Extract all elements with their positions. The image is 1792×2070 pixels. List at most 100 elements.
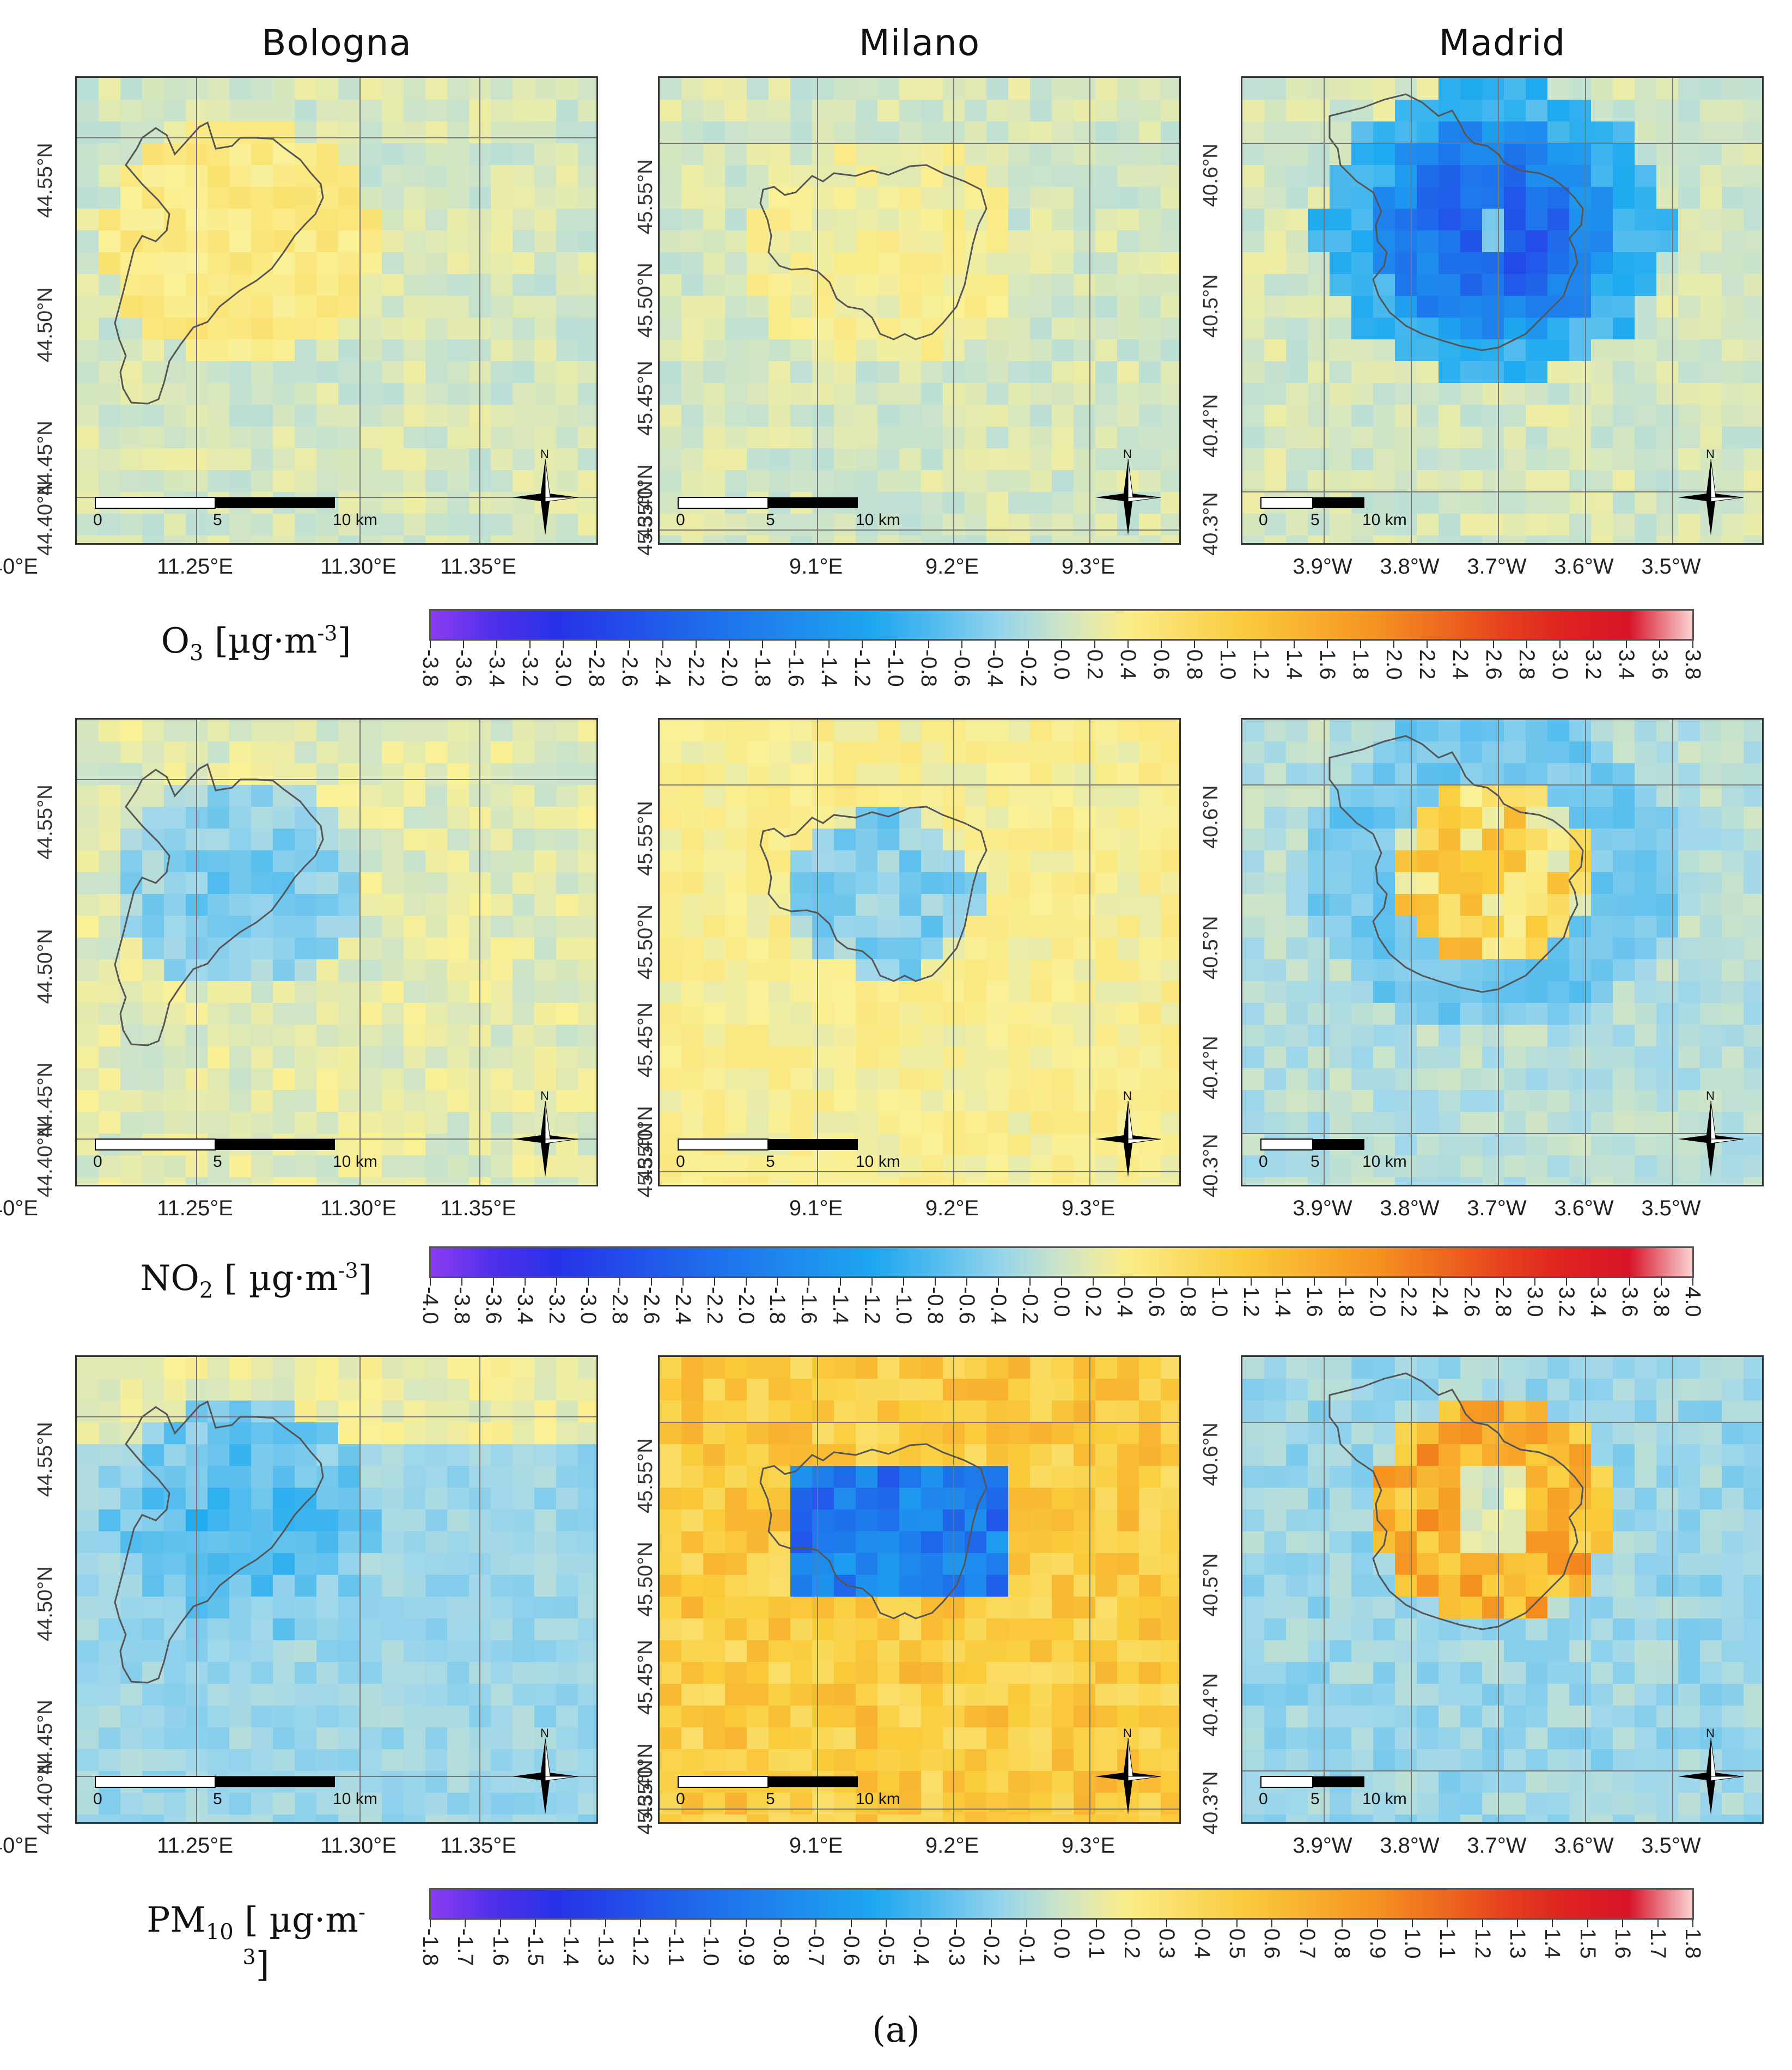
colorbar-tick-mark xyxy=(650,1278,652,1286)
colorbar-tick-label: 0.0 xyxy=(1050,1287,1074,1317)
north-label: N xyxy=(1706,447,1715,461)
colorbar-tick-label: -1.2 xyxy=(860,1287,885,1324)
x-tick-label: 9.3°E xyxy=(1061,555,1116,579)
colorbar-tick-label: 0.1 xyxy=(1084,1928,1109,1959)
colorbar-tick-mark xyxy=(1657,1920,1659,1927)
colorbar-tick-mark xyxy=(928,641,929,648)
colorbar-tick-label: -0.6 xyxy=(839,1928,863,1966)
y-tick-label: 40.4°N xyxy=(1199,394,1222,458)
colorbar-tick-label: -2.8 xyxy=(607,1287,632,1324)
x-tick-label: 11.40°E xyxy=(0,1834,38,1858)
colorbar-tick-label: 2.2 xyxy=(1415,649,1439,680)
unit-text: [ µg·m xyxy=(233,1900,358,1940)
x-tick-label: 11.25°E xyxy=(157,1196,233,1220)
colorbar-tick-label: -0.6 xyxy=(950,649,974,687)
colorbar-tick-mark xyxy=(710,1920,712,1927)
north-arrow-icon xyxy=(1095,1738,1161,1815)
colorbar-tick-mark xyxy=(1127,641,1129,648)
map-panel-bologna-row3: 0 5 10 km N xyxy=(75,1355,598,1824)
x-tick-label: 11.30°E xyxy=(320,1834,397,1858)
scale-bar xyxy=(678,1138,858,1150)
map-panel-milano-row2: 0 5 10 km N xyxy=(658,718,1181,1186)
scale-bar xyxy=(678,497,858,509)
scale-bar xyxy=(95,1776,335,1788)
colorbar-tick-mark xyxy=(1587,1920,1588,1927)
colorbar-tick-mark xyxy=(1408,1278,1410,1286)
colorbar-tick-mark xyxy=(430,1920,431,1927)
colorbar-tick-mark xyxy=(682,1278,684,1286)
x-tick-label: 3.5°W xyxy=(1641,555,1701,579)
x-tick-label: 3.6°W xyxy=(1554,555,1614,579)
y-tick-label: 44.55°N xyxy=(34,143,57,218)
colorbar-tick-label: -2.4 xyxy=(671,1287,695,1324)
y-tick-label: 45.55°N xyxy=(634,1438,657,1513)
x-tick-label: 11.30°E xyxy=(320,555,397,579)
scale-bar xyxy=(95,497,335,509)
colorbar-tick-label: -2.4 xyxy=(651,649,675,687)
colorbar-tick-label: 4.0 xyxy=(1681,1287,1705,1317)
colorbar-tick-label: 0.6 xyxy=(1149,649,1173,680)
colorbar-tick-mark xyxy=(1566,1278,1568,1286)
colorbar-tick-label: -0.8 xyxy=(769,1928,793,1966)
colorbar-tick-mark xyxy=(1250,1278,1252,1286)
y-tick-label: 45.35°N xyxy=(634,1760,657,1835)
colorbar-tick-label: -3.4 xyxy=(485,649,509,687)
city-boundary xyxy=(759,1443,988,1620)
x-tick-label: 3.7°W xyxy=(1467,1196,1527,1220)
y-tick-label: 45.50°N xyxy=(634,263,657,338)
colorbar-tick-mark xyxy=(1345,1278,1346,1286)
colorbar-tick-mark xyxy=(1096,1920,1098,1927)
y-tick-label: 45.50°N xyxy=(634,1542,657,1617)
colorbar-tick-label: -1.4 xyxy=(828,1287,853,1324)
colorbar-tick-mark xyxy=(714,1278,715,1286)
scale-bar-label: 5 xyxy=(213,1790,222,1808)
colorbar-tick-label: 1.4 xyxy=(1270,1287,1295,1317)
y-tick-label: 40.3°N xyxy=(1199,1771,1222,1835)
colorbar-tick-label: 1.8 xyxy=(1349,649,1373,680)
colorbar-tick-mark xyxy=(1411,1920,1413,1927)
city-boundary xyxy=(114,763,324,1046)
x-tick-label: 3.7°W xyxy=(1467,1834,1527,1858)
colorbar-tick-label: 3.2 xyxy=(1555,1287,1579,1317)
colorbar-tick-mark xyxy=(871,1278,873,1286)
y-tick-label: 45.55°N xyxy=(634,801,657,876)
colorbar-tick-mark xyxy=(463,641,464,648)
colorbar-tick-mark xyxy=(587,1278,589,1286)
colorbar-tick-mark xyxy=(1029,1278,1031,1286)
colorbar-tick-mark xyxy=(840,1278,842,1286)
colorbar-tick-mark xyxy=(1131,1920,1132,1927)
x-tick-label: 3.9°W xyxy=(1293,1196,1352,1220)
column-title-madrid: Madrid xyxy=(1439,22,1566,64)
scale-bar-label: 0 xyxy=(676,1153,685,1171)
colorbar-tick-label: 3.0 xyxy=(1548,649,1572,680)
pollutant-name: O xyxy=(161,621,190,661)
colorbar-tick-mark xyxy=(1061,1278,1062,1286)
colorbar-tick-label: -2.8 xyxy=(584,649,608,687)
pollutant-name: PM xyxy=(147,1900,206,1940)
x-tick-label: 9.3°E xyxy=(1061,1834,1116,1858)
map-panel-bologna-row1: 0 5 10 km N xyxy=(75,76,598,545)
colorbar-tick-label: -0.6 xyxy=(955,1287,979,1324)
colorbar-tick-label: 3.4 xyxy=(1586,1287,1611,1317)
colorbar-3 xyxy=(429,1888,1694,1920)
x-tick-label: 11.35°E xyxy=(440,555,516,579)
colorbar-tick-label: 1.3 xyxy=(1505,1928,1530,1959)
colorbar-tick-mark xyxy=(465,1920,466,1927)
colorbar-tick-label: 1.4 xyxy=(1282,649,1306,680)
colorbar-tick-mark xyxy=(955,1920,957,1927)
colorbar-tick-mark xyxy=(808,1278,810,1286)
colorbar-tick-mark xyxy=(1482,1920,1483,1927)
colorbar-tick-mark xyxy=(1661,1278,1662,1286)
scale-bar-label: 5 xyxy=(1311,511,1320,529)
colorbar-tick-mark xyxy=(1094,641,1095,648)
colorbar-tick-label: -3.0 xyxy=(576,1287,600,1324)
colorbar-tick-label: 3.8 xyxy=(1649,1287,1674,1317)
map-raster xyxy=(77,720,596,1185)
colorbar-tick-label: -3.8 xyxy=(418,649,442,687)
colorbar-tick-label: -1.4 xyxy=(558,1928,583,1966)
colorbar-tick-mark xyxy=(1327,641,1328,648)
x-tick-label: 9.2°E xyxy=(925,555,979,579)
colorbar-tick-mark xyxy=(1629,1278,1631,1286)
y-tick-label: 40.4°N xyxy=(1199,1673,1222,1737)
colorbar-tick-mark xyxy=(1271,1920,1273,1927)
